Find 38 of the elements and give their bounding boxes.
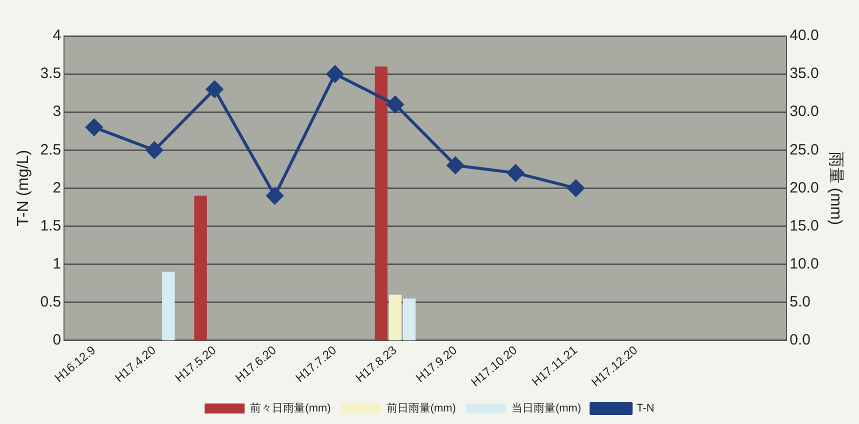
bar xyxy=(388,294,402,340)
y2-tick-label: 20.0 xyxy=(790,179,819,196)
point xyxy=(326,66,344,83)
y-tick-label: 0 xyxy=(52,332,62,349)
point xyxy=(146,142,163,159)
y2-tick-label: 35.0 xyxy=(790,65,819,82)
legend-label: 前々日雨量(mm) xyxy=(250,402,331,415)
y2-tick-label: 5.0 xyxy=(790,293,810,310)
y2-tick-label: 0.0 xyxy=(790,332,810,349)
y-tick-label: 4 xyxy=(52,27,62,44)
point xyxy=(507,164,524,182)
y-tick-label: 2.5 xyxy=(40,141,62,158)
y-tick-label: 3 xyxy=(52,103,62,120)
legend-label: 当日雨量(mm) xyxy=(511,402,582,415)
y-axis-title: T-N (mg/L) xyxy=(15,150,32,226)
bar xyxy=(402,298,416,340)
y2-tick-label: 10.0 xyxy=(790,255,819,272)
point xyxy=(386,96,404,113)
y2-tick-label: 25.0 xyxy=(790,141,819,158)
bar xyxy=(194,196,207,340)
y2-axis-title: 雨量 (mm) xyxy=(826,151,844,226)
y-tick-label: 1 xyxy=(52,255,62,272)
y-tick-label: 3.5 xyxy=(40,65,62,82)
point xyxy=(266,187,284,204)
y2-tick-label: 15.0 xyxy=(790,217,819,234)
legend-label: 前日雨量(mm) xyxy=(386,402,456,415)
y-tick-label: 0.5 xyxy=(40,293,62,310)
point xyxy=(206,80,224,98)
y-tick-label: 2 xyxy=(52,179,62,196)
point xyxy=(86,118,103,136)
y2-tick-label: 30.0 xyxy=(790,103,819,120)
bar xyxy=(374,66,388,340)
y2-tick-label: 40.0 xyxy=(790,27,819,44)
y-tick-label: 1.5 xyxy=(40,217,62,234)
legend-label: T-N xyxy=(636,402,654,415)
point xyxy=(446,156,464,174)
bar xyxy=(162,272,175,340)
point xyxy=(567,180,584,197)
